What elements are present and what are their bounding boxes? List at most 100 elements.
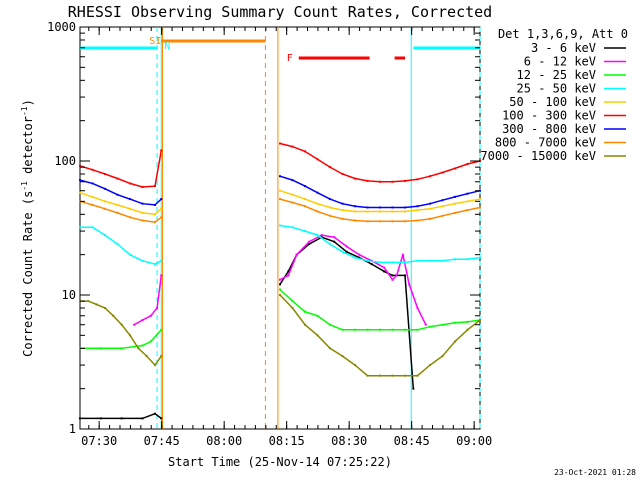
series-point-7-5 [141, 219, 144, 222]
series-point-0-7 [287, 270, 290, 273]
series-line-8 [80, 294, 481, 377]
series-point-1-0 [133, 323, 136, 326]
y-axis-label-end: ) [21, 99, 35, 106]
series-line-6 [79, 175, 481, 209]
series-point-8-12 [291, 306, 294, 309]
series-point-0-5 [160, 417, 163, 420]
series-point-3-15 [366, 259, 369, 262]
series-point-3-21 [441, 259, 444, 262]
series-point-8-11 [279, 294, 281, 296]
y-axis: 1 10 100 1000 [47, 20, 480, 436]
series-point-1-12 [358, 253, 361, 256]
series-point-7-7 [160, 216, 163, 219]
series-point-3-18 [404, 261, 406, 264]
series-point-1-19 [416, 306, 419, 309]
series-point-7-17 [391, 220, 394, 223]
series-point-6-18 [404, 206, 406, 209]
series-point-3-2 [104, 234, 106, 237]
series-point-8-15 [329, 347, 331, 350]
y-axis-label-sup2: -1 [20, 106, 29, 116]
series-point-8-5 [120, 323, 123, 326]
legend-label-4: 50 - 100 keV [509, 95, 596, 109]
series-point-4-6 [154, 213, 156, 216]
series-point-3-13 [341, 250, 344, 253]
series-point-4-0 [79, 191, 81, 194]
series-point-6-3 [116, 193, 119, 196]
series-point-8-23 [429, 364, 431, 367]
series-point-6-16 [379, 206, 381, 209]
series-point-1-10 [333, 236, 336, 239]
chart-title: RHESSI Observing Summary Count Rates, Co… [68, 3, 492, 21]
series-point-6-8 [279, 175, 281, 178]
series-line-5 [79, 142, 481, 188]
series-point-3-6 [154, 263, 156, 266]
series-point-8-14 [316, 334, 319, 337]
series-point-7-8 [279, 198, 281, 201]
series-point-1-1 [141, 319, 144, 322]
series-point-3-16 [379, 261, 381, 264]
legend-label-0: 3 - 6 keV [531, 41, 596, 55]
series-point-3-3 [116, 243, 119, 246]
y-tick-label-0: 1 [69, 422, 76, 436]
series-point-5-6 [154, 185, 156, 188]
series-point-2-20 [454, 321, 456, 324]
series-point-2-9 [316, 314, 319, 317]
series-point-1-6 [287, 274, 290, 277]
legend-label-1: 6 - 12 keV [524, 55, 596, 69]
series-point-5-5 [141, 185, 144, 188]
series-point-0-13 [358, 256, 361, 259]
footer-date: 23-Oct-2021 01:28 [554, 468, 636, 477]
legend-label-2: 12 - 25 keV [517, 68, 596, 82]
series-point-8-16 [341, 355, 344, 358]
x-tick-label-5: 08:45 [394, 434, 430, 448]
series-point-1-17 [401, 253, 404, 256]
series-point-6-23 [466, 192, 469, 195]
series-point-2-13 [366, 328, 369, 331]
series-point-3-17 [391, 261, 394, 264]
series-point-0-6 [279, 283, 281, 286]
series-point-6-2 [104, 187, 106, 190]
series-point-8-7 [137, 347, 140, 350]
y-axis-label: Corrected Count Rate (s-1 detector-1) [20, 99, 35, 357]
series-point-3-14 [354, 256, 356, 259]
series-point-1-7 [295, 253, 298, 256]
series-point-7-1 [91, 203, 94, 206]
y-axis-label-main: Corrected Count Rate (s [21, 191, 35, 357]
series-point-5-20 [429, 175, 431, 178]
series-point-4-16 [379, 210, 381, 213]
series-point-4-2 [104, 200, 106, 203]
series-point-8-20 [391, 374, 394, 377]
series-point-5-9 [291, 145, 294, 148]
series-point-7-4 [129, 216, 131, 219]
series-point-2-1 [99, 347, 102, 350]
series-point-6-20 [429, 202, 431, 205]
series-point-4-20 [429, 207, 431, 210]
series-point-3-9 [291, 226, 294, 229]
y-axis-label-sup1: -1 [20, 181, 29, 191]
series-point-3-4 [129, 253, 131, 256]
series-point-4-12 [329, 206, 331, 209]
series-point-5-15 [366, 179, 369, 182]
series-point-7-14 [354, 219, 356, 222]
series-point-0-1 [99, 417, 102, 420]
series-point-2-21 [466, 320, 469, 323]
series-point-5-13 [341, 172, 344, 175]
series-point-6-12 [329, 198, 331, 201]
flag-label2-0: N [164, 41, 170, 52]
series-point-1-8 [308, 240, 311, 243]
series-point-2-10 [329, 323, 331, 326]
series-point-0-2 [120, 417, 123, 420]
series-point-8-9 [154, 364, 156, 367]
series-point-8-26 [466, 328, 469, 331]
series-line-0 [80, 236, 415, 420]
series-line-3 [80, 224, 481, 265]
series-point-1-3 [156, 306, 159, 309]
series-point-1-16 [395, 274, 398, 277]
series-point-2-12 [354, 328, 356, 331]
series-point-6-14 [354, 205, 356, 208]
series-point-2-15 [391, 328, 394, 331]
series-point-6-10 [304, 185, 306, 188]
series-point-5-2 [104, 172, 106, 175]
series-point-2-14 [379, 328, 381, 331]
